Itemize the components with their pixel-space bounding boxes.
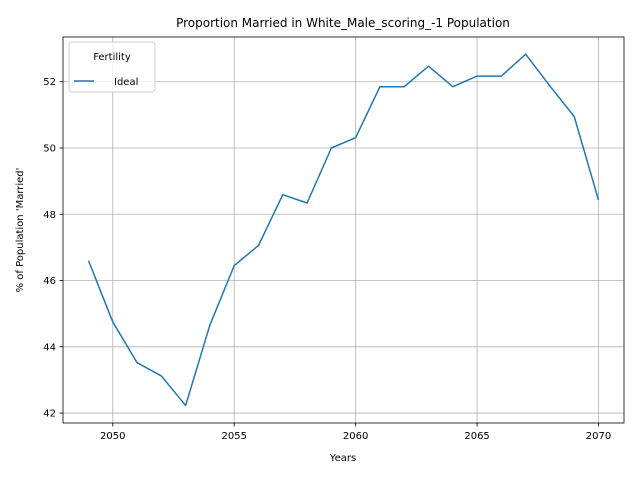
x-tick-label: 2065 [464, 431, 489, 442]
grid [63, 37, 624, 423]
chart-title: Proportion Married in White_Male_scoring… [176, 16, 510, 30]
legend: Fertility Ideal [68, 41, 156, 93]
y-tick-label: 44 [43, 342, 56, 353]
x-tick-label: 2060 [343, 431, 368, 442]
plot-area [63, 37, 624, 423]
legend-title: Fertility [93, 52, 131, 63]
legend-box [68, 41, 156, 93]
x-tick-label: 2050 [100, 431, 125, 442]
y-axis-label: % of Population 'Married' [15, 168, 26, 293]
x-axis-label: Years [329, 453, 356, 464]
x-tick-label: 2070 [586, 431, 611, 442]
x-tick-label: 2055 [221, 431, 246, 442]
y-tick-label: 46 [43, 276, 56, 287]
legend-label-ideal: Ideal [114, 77, 138, 88]
y-tick-label: 52 [43, 77, 56, 88]
series-layer [87, 53, 600, 407]
y-axis-ticks: 42 44 46 48 50 52 [43, 77, 63, 420]
x-axis-ticks: 2050 2055 2060 2065 2070 [100, 423, 611, 442]
axes-frame [62, 36, 625, 424]
y-tick-label: 50 [43, 143, 56, 154]
y-tick-label: 48 [43, 210, 56, 221]
y-tick-label: 42 [43, 409, 56, 420]
series-line-ideal [87, 53, 600, 407]
